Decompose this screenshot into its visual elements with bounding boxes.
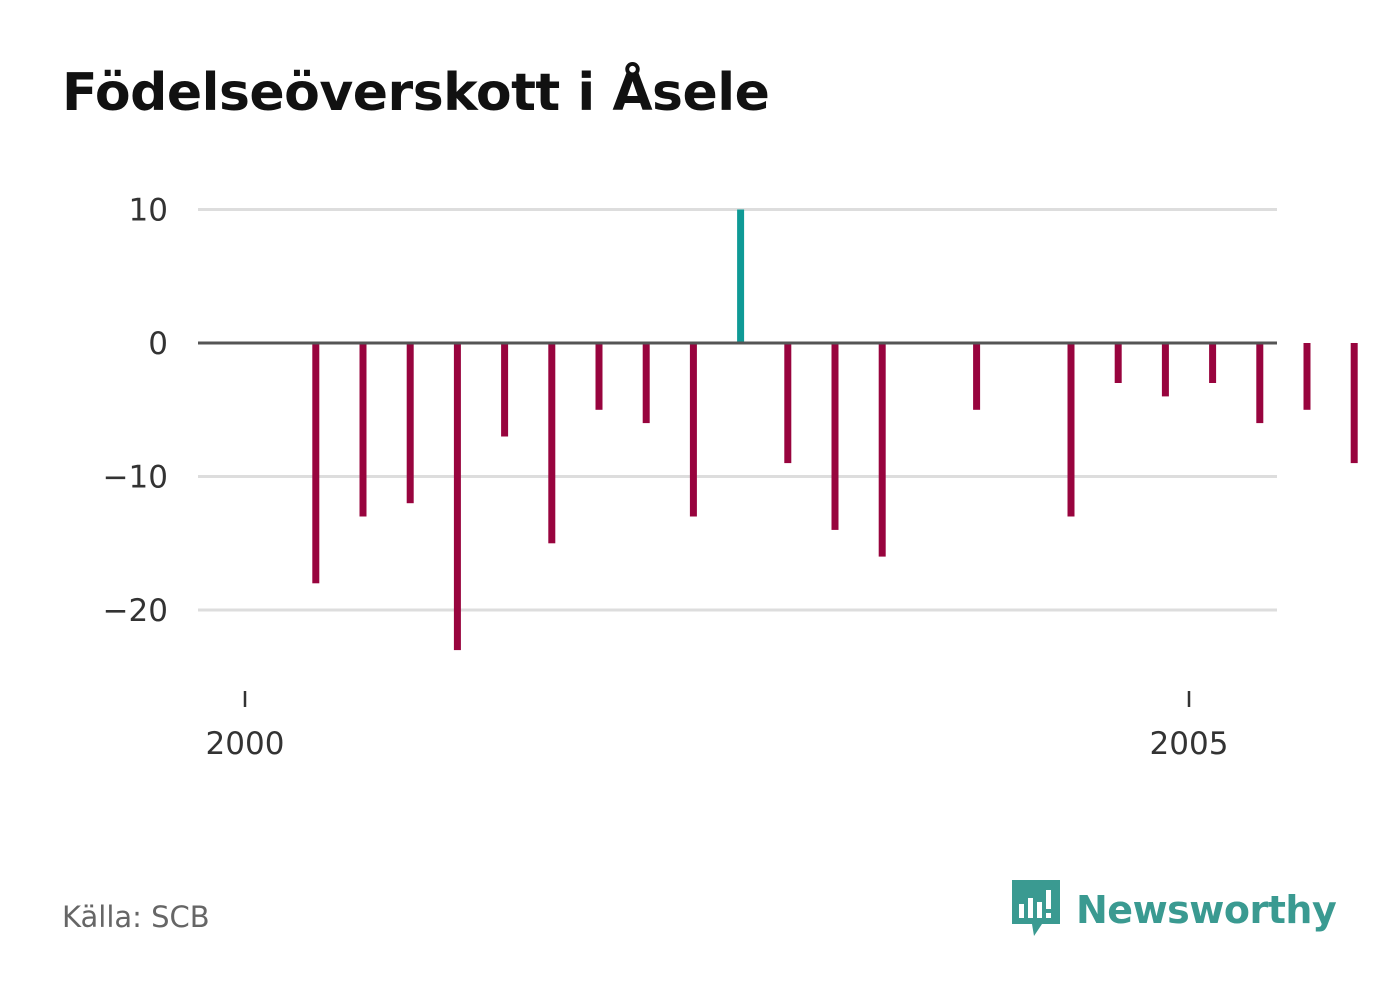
y-tick-label: −10 bbox=[103, 460, 168, 496]
bar bbox=[1067, 343, 1075, 517]
brand-name: Newsworthy bbox=[1076, 888, 1337, 932]
brand-logo[interactable]: Newsworthy bbox=[1010, 878, 1337, 942]
y-tick-label: 0 bbox=[148, 326, 168, 362]
chart-title: Födelseöverskott i Åsele bbox=[62, 63, 770, 123]
bar bbox=[1161, 343, 1169, 397]
bar bbox=[1350, 343, 1358, 464]
bar bbox=[501, 343, 509, 437]
bar bbox=[1303, 343, 1311, 410]
bar bbox=[784, 343, 792, 464]
bar bbox=[359, 343, 367, 517]
bar bbox=[878, 343, 886, 557]
bar bbox=[689, 343, 697, 517]
y-tick-label: −20 bbox=[103, 593, 168, 629]
bar bbox=[1256, 343, 1264, 424]
bar bbox=[1209, 343, 1217, 383]
bar bbox=[548, 343, 556, 544]
bars bbox=[312, 209, 1358, 651]
bar bbox=[642, 343, 650, 424]
bar bbox=[406, 343, 414, 504]
y-tick-label: 10 bbox=[129, 193, 168, 229]
axes: 100−10−20200020052010201520202025 bbox=[103, 193, 1277, 762]
x-tick-label: 2005 bbox=[1150, 726, 1229, 762]
bar bbox=[973, 343, 981, 410]
bar bbox=[737, 209, 745, 343]
bar bbox=[595, 343, 603, 410]
bar bbox=[831, 343, 839, 530]
bar bbox=[1114, 343, 1122, 383]
bar bbox=[312, 343, 320, 584]
bar bbox=[453, 343, 461, 651]
newsworthy-logo-icon bbox=[1010, 878, 1062, 942]
x-tick-label: 2000 bbox=[206, 726, 285, 762]
source-note: Källa: SCB bbox=[62, 900, 210, 934]
